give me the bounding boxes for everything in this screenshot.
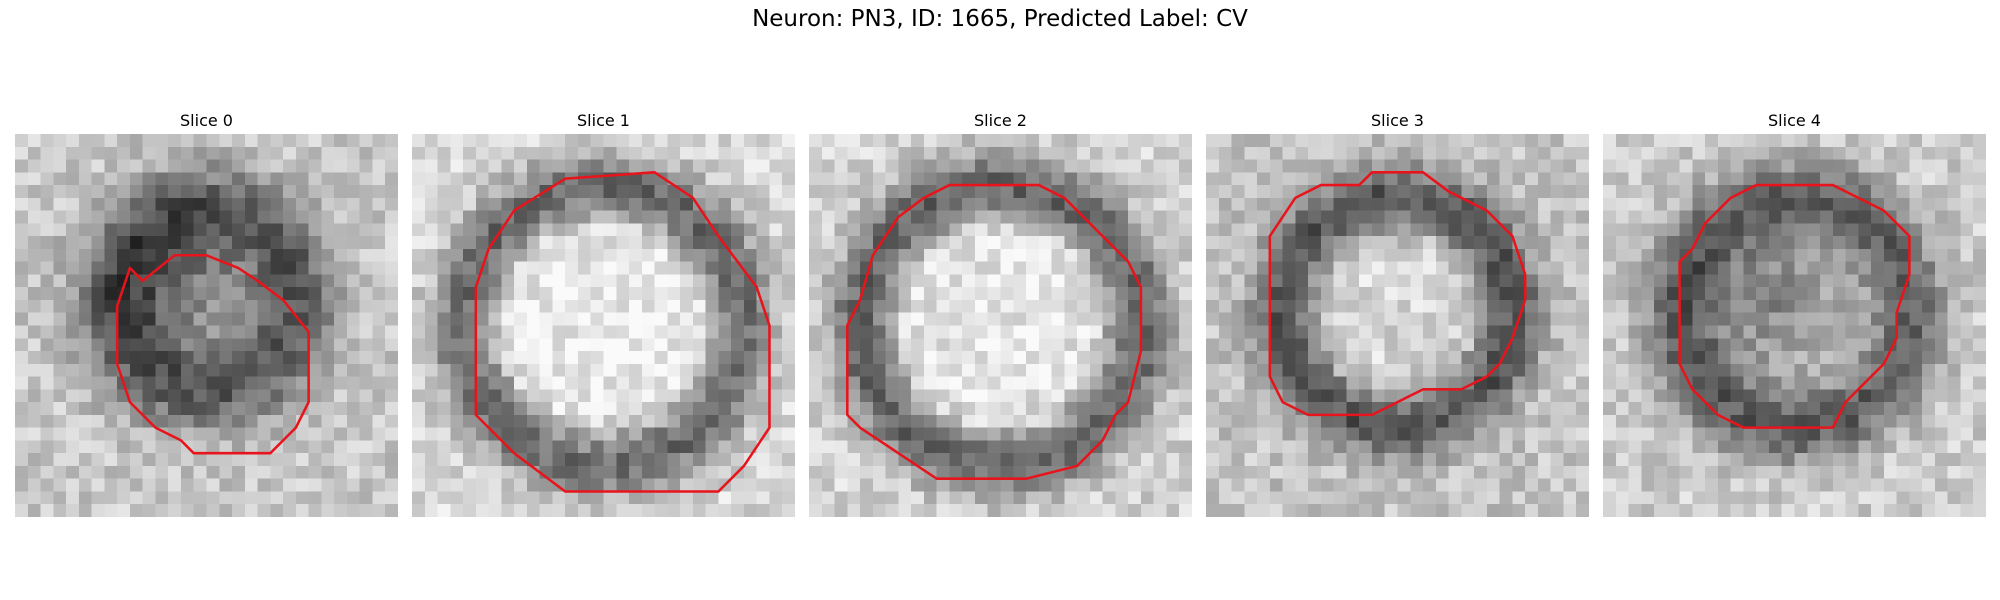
figure-title: Neuron: PN3, ID: 1665, Predicted Label: … [752, 6, 1248, 32]
slice-title-1: Slice 1 [577, 111, 630, 130]
contour-outline-0 [115, 254, 310, 455]
slice-image-3 [1206, 134, 1589, 517]
contour-outline-4 [1678, 183, 1911, 429]
slice-image-1 [412, 134, 795, 517]
contour-outline-3 [1268, 171, 1527, 417]
slice-image-2 [809, 134, 1192, 517]
contour-outline-1 [474, 171, 771, 493]
slice-title-0: Slice 0 [180, 111, 233, 130]
slice-panel-0: Slice 0 [15, 108, 398, 517]
slice-image-0 [15, 134, 398, 517]
slice-panel-2: Slice 2 [809, 108, 1192, 517]
contour-outline-2 [846, 183, 1143, 480]
slice-image-4 [1603, 134, 1986, 517]
slice-panel-1: Slice 1 [412, 108, 795, 517]
slice-title-4: Slice 4 [1768, 111, 1821, 130]
slice-title-3: Slice 3 [1371, 111, 1424, 130]
slice-panel-3: Slice 3 [1206, 108, 1589, 517]
slice-title-2: Slice 2 [974, 111, 1027, 130]
slice-panel-4: Slice 4 [1603, 108, 1986, 517]
